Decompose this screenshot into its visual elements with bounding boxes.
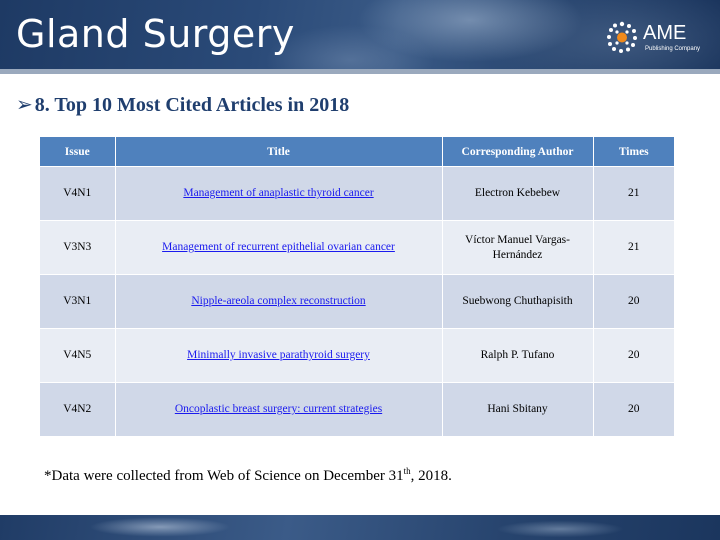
- journal-title: Gland Surgery: [16, 12, 295, 56]
- article-link[interactable]: Management of anaplastic thyroid cancer: [183, 187, 374, 199]
- title-cell: Minimally invasive parathyroid surgery: [115, 328, 443, 383]
- footnote-superscript: th: [403, 466, 411, 476]
- issue-cell: V4N5: [40, 328, 116, 383]
- header-banner: Gland Surgery AME Publishing Company: [0, 0, 720, 74]
- most-cited-table: Issue Title Corresponding Author Times V…: [40, 137, 674, 436]
- author-cell: Suebwong Chuthapisith: [442, 274, 594, 329]
- footnote-year: , 2018.: [410, 468, 452, 484]
- times-cell: 20: [593, 274, 674, 329]
- footnote-text: *Data were collected from Web of Science…: [44, 468, 404, 484]
- table-row: V3N1 Nipple-areola complex reconstructio…: [40, 274, 674, 329]
- table-row: V4N1 Management of anaplastic thyroid ca…: [40, 166, 674, 221]
- title-cell: Management of recurrent epithelial ovari…: [115, 220, 443, 275]
- column-header-title: Title: [115, 137, 443, 167]
- article-link[interactable]: Management of recurrent epithelial ovari…: [162, 241, 395, 253]
- table-header-row: Issue Title Corresponding Author Times: [40, 137, 674, 167]
- author-cell: Ralph P. Tufano: [442, 328, 594, 383]
- logo-name: AME: [643, 22, 687, 44]
- column-header-issue: Issue: [40, 137, 116, 167]
- footer-band: [0, 515, 720, 540]
- issue-cell: V3N1: [40, 274, 116, 329]
- times-cell: 20: [593, 328, 674, 383]
- table-row: V4N2 Oncoplastic breast surgery: current…: [40, 382, 674, 436]
- article-link[interactable]: Minimally invasive parathyroid surgery: [187, 349, 370, 361]
- times-cell: 21: [593, 220, 674, 275]
- title-cell: Management of anaplastic thyroid cancer: [115, 166, 443, 221]
- table-row: V4N5 Minimally invasive parathyroid surg…: [40, 328, 674, 383]
- article-link[interactable]: Nipple-areola complex reconstruction: [191, 295, 366, 307]
- table-row: V3N3 Management of recurrent epithelial …: [40, 220, 674, 275]
- issue-cell: V4N1: [40, 166, 116, 221]
- author-cell: Víctor Manuel Vargas-Hernández: [442, 220, 594, 275]
- title-cell: Oncoplastic breast surgery: current stra…: [115, 382, 443, 436]
- article-link[interactable]: Oncoplastic breast surgery: current stra…: [174, 403, 383, 415]
- column-header-times: Times: [593, 137, 674, 167]
- author-cell: Electron Kebebew: [442, 166, 594, 221]
- heading-text: 8. Top 10 Most Cited Articles in 2018: [34, 94, 350, 116]
- title-cell: Nipple-areola complex reconstruction: [115, 274, 443, 329]
- arrow-bullet-icon: ➢: [16, 94, 33, 116]
- section-heading: ➢ 8. Top 10 Most Cited Articles in 2018: [16, 92, 349, 117]
- data-source-footnote: *Data were collected from Web of Science…: [44, 466, 452, 485]
- issue-cell: V4N2: [40, 382, 116, 436]
- ame-logo-icon: [607, 21, 637, 53]
- column-header-author: Corresponding Author: [442, 137, 594, 167]
- author-cell: Hani Sbitany: [442, 382, 594, 436]
- issue-cell: V3N3: [40, 220, 116, 275]
- times-cell: 21: [593, 166, 674, 221]
- logo-subtitle: Publishing Company: [645, 46, 701, 52]
- ame-logo: AME Publishing Company: [605, 20, 710, 60]
- times-cell: 20: [593, 382, 674, 436]
